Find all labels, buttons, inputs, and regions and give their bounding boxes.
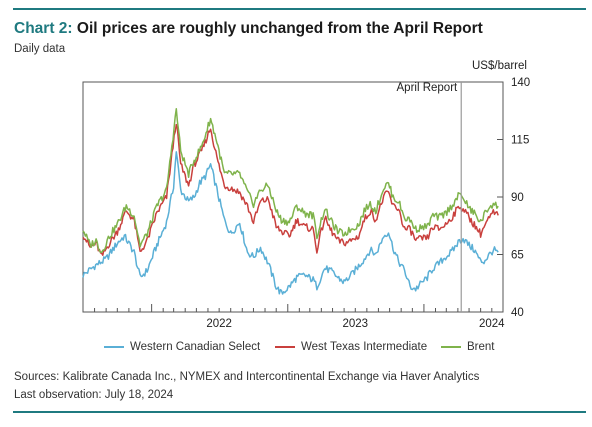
legend-item-wcs: Western Canadian Select <box>104 341 260 353</box>
x-tick-label: 2024 <box>479 318 505 330</box>
legend-label-wcs: Western Canadian Select <box>130 341 261 353</box>
legend-label-wti: West Texas Intermediate <box>301 341 428 353</box>
series-layer <box>82 108 499 295</box>
y-axis: 140 115 90 65 40 <box>497 77 530 319</box>
x-axis: 2022 2023 2024 <box>82 304 505 330</box>
chart-subtitle: Daily data <box>14 43 66 55</box>
chart-title: Chart 2: Oil prices are roughly unchange… <box>14 20 483 38</box>
oil-price-chart: April Report 140 115 90 65 40 2022 2023 2024 <box>82 77 530 330</box>
y-tick-label: 40 <box>511 307 524 319</box>
legend-swatch-wti <box>275 346 295 348</box>
y-tick-label: 90 <box>511 192 524 204</box>
x-tick-label: 2022 <box>206 318 232 330</box>
chart-title-text: Oil prices are roughly unchanged from th… <box>72 20 483 37</box>
y-tick-label: 115 <box>511 135 529 147</box>
top-rule <box>13 8 586 10</box>
legend-label-brent: Brent <box>467 341 495 353</box>
legend-item-wti: West Texas Intermediate <box>275 341 427 353</box>
plot-frame <box>82 81 504 313</box>
legend-swatch-brent <box>441 346 461 348</box>
x-tick-label: 2023 <box>342 318 368 330</box>
legend-swatch-wcs <box>104 346 124 348</box>
y-tick-label: 65 <box>511 250 524 262</box>
series-line-0 <box>82 151 499 295</box>
series-line-1 <box>82 123 499 256</box>
legend-item-brent: Brent <box>441 341 495 353</box>
last-observation-note: Last observation: July 18, 2024 <box>14 389 174 401</box>
sources-note: Sources: Kalibrate Canada Inc., NYMEX an… <box>14 371 480 383</box>
y-axis-unit-label: US$/barrel <box>472 60 527 72</box>
bottom-rule <box>13 411 586 413</box>
y-tick-label: 140 <box>511 77 530 89</box>
chart-legend: Western Canadian Select West Texas Inter… <box>0 341 592 359</box>
april-report-label: April Report <box>397 82 459 94</box>
chart-title-lead: Chart 2: <box>14 20 73 37</box>
series-line-2 <box>82 108 499 254</box>
